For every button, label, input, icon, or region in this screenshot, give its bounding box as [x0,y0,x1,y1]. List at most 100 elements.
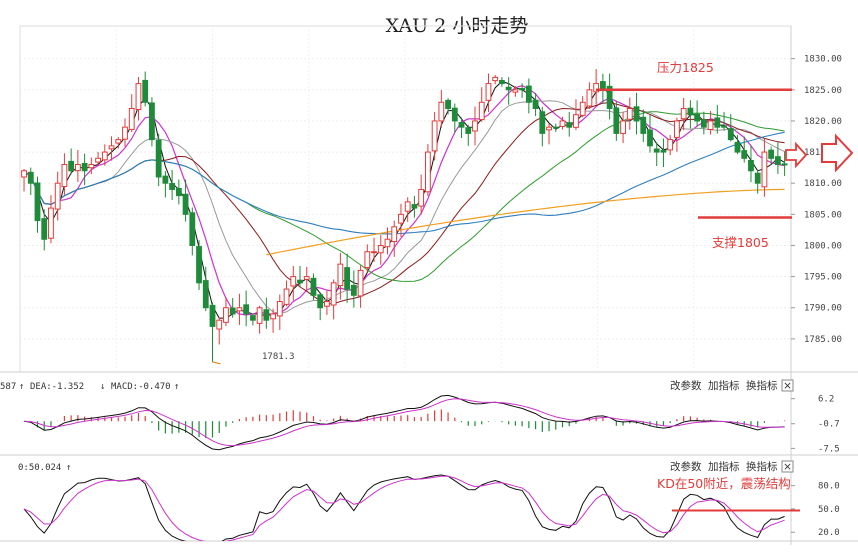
macd-tick-label: -7.5 [818,444,840,454]
macd-edit-params-button[interactable]: 改参数 [670,379,702,392]
direction-arrow-icon-large [821,133,854,173]
candle-body [451,107,458,122]
candle-body [68,160,75,172]
candlestick [485,73,492,113]
kd-toolbar: 改参数 加指标 换指标 × [670,460,794,473]
candle-body [270,313,276,320]
candlestick [377,235,384,265]
candlestick [640,109,647,142]
candlestick [768,146,775,165]
candle-body [424,151,431,193]
macd-legend: 587 ↑ DEA:-1.352 ↓ MACD:-0.470 ↑ [0,382,179,392]
candlestick [337,252,344,300]
candle-body [532,99,539,109]
candle-body [781,163,788,166]
candlestick [344,253,351,303]
candle-body [21,170,27,178]
kd-add-indicator-button[interactable]: 加指标 [708,460,740,473]
candle-body [431,120,438,152]
candlestick [472,106,478,146]
candle-body [754,172,761,184]
candle-body [633,106,640,122]
candle-body [768,149,775,159]
candle-body [263,309,270,321]
candlestick [310,273,317,301]
candle-body [519,88,526,91]
macd-switch-indicator-button[interactable]: 换指标 [746,379,778,392]
kd-tick-label: 20.0 [818,528,840,538]
kd-edit-params-button[interactable]: 改参数 [670,460,702,473]
candlestick [216,317,223,345]
kd-k-line [23,474,785,541]
candlestick [499,77,505,87]
candlestick [525,78,532,114]
candlestick [606,73,613,120]
candlestick [573,99,579,131]
candle-body [101,151,108,161]
macd-dea-line [23,398,785,447]
candlestick [41,209,48,251]
candle-body [303,276,310,280]
macd-toolbar: 改参数 加指标 换指标 × [670,379,794,392]
candle-body [142,79,149,103]
candle-body [357,269,364,297]
candlestick [754,169,761,194]
resistance-label: 压力1825 [657,60,714,75]
candle-body [505,86,512,91]
support-label: 支撑1805 [712,235,769,250]
price-tick-label: 1785.00 [804,335,842,345]
candlestick [61,153,68,195]
macd-tick-label: 6.2 [818,395,834,405]
candle-body [330,282,337,306]
candlestick [727,114,734,142]
candle-body [317,294,324,309]
candlestick [74,150,81,182]
candle-body [613,107,620,134]
macd-add-indicator-button[interactable]: 加指标 [708,379,740,392]
candle-body [223,307,229,323]
candlestick [317,292,324,321]
candlestick [774,141,781,174]
macd-legend-down-icon: ↓ [100,382,105,392]
candle-body [774,156,781,166]
candle-body [640,116,647,134]
macd-legend-value: 587 [0,382,16,392]
kd-legend-value: 0:50.024 [18,463,61,473]
candlestick [324,289,330,315]
candlestick [781,151,788,177]
candlestick [68,148,75,175]
candlestick [303,266,310,291]
candle-body [458,122,465,128]
candlestick [209,302,216,362]
candlestick [101,144,108,166]
candlestick [505,77,512,105]
candlestick [539,106,546,147]
kd-switch-indicator-button[interactable]: 换指标 [746,460,778,473]
candlestick [552,123,559,132]
candlestick [350,270,357,308]
kd-d-line [23,475,785,541]
kd-close-button[interactable] [781,460,794,473]
macd-close-button[interactable] [781,379,794,392]
candlestick [566,111,573,137]
candle-body [344,267,351,290]
candlestick [21,168,27,192]
candle-body [256,307,263,324]
candlestick [647,114,653,153]
candlestick [122,118,128,147]
price-ticks: 1830.001825.001820.001815.001810.001805.… [791,55,842,345]
candle-body [74,164,81,172]
candlestick [667,134,674,156]
candlestick [458,117,465,139]
candle-body [700,119,707,128]
candle-body [196,246,202,284]
candlestick [229,298,236,318]
candlestick [512,86,519,97]
candlestick [54,171,61,221]
candle-body [761,151,768,188]
candle-body [748,159,754,172]
price-tick-label: 1820.00 [804,117,842,127]
candle-body [546,126,552,131]
price-tick-label: 1790.00 [804,304,842,314]
candle-body [384,238,391,248]
